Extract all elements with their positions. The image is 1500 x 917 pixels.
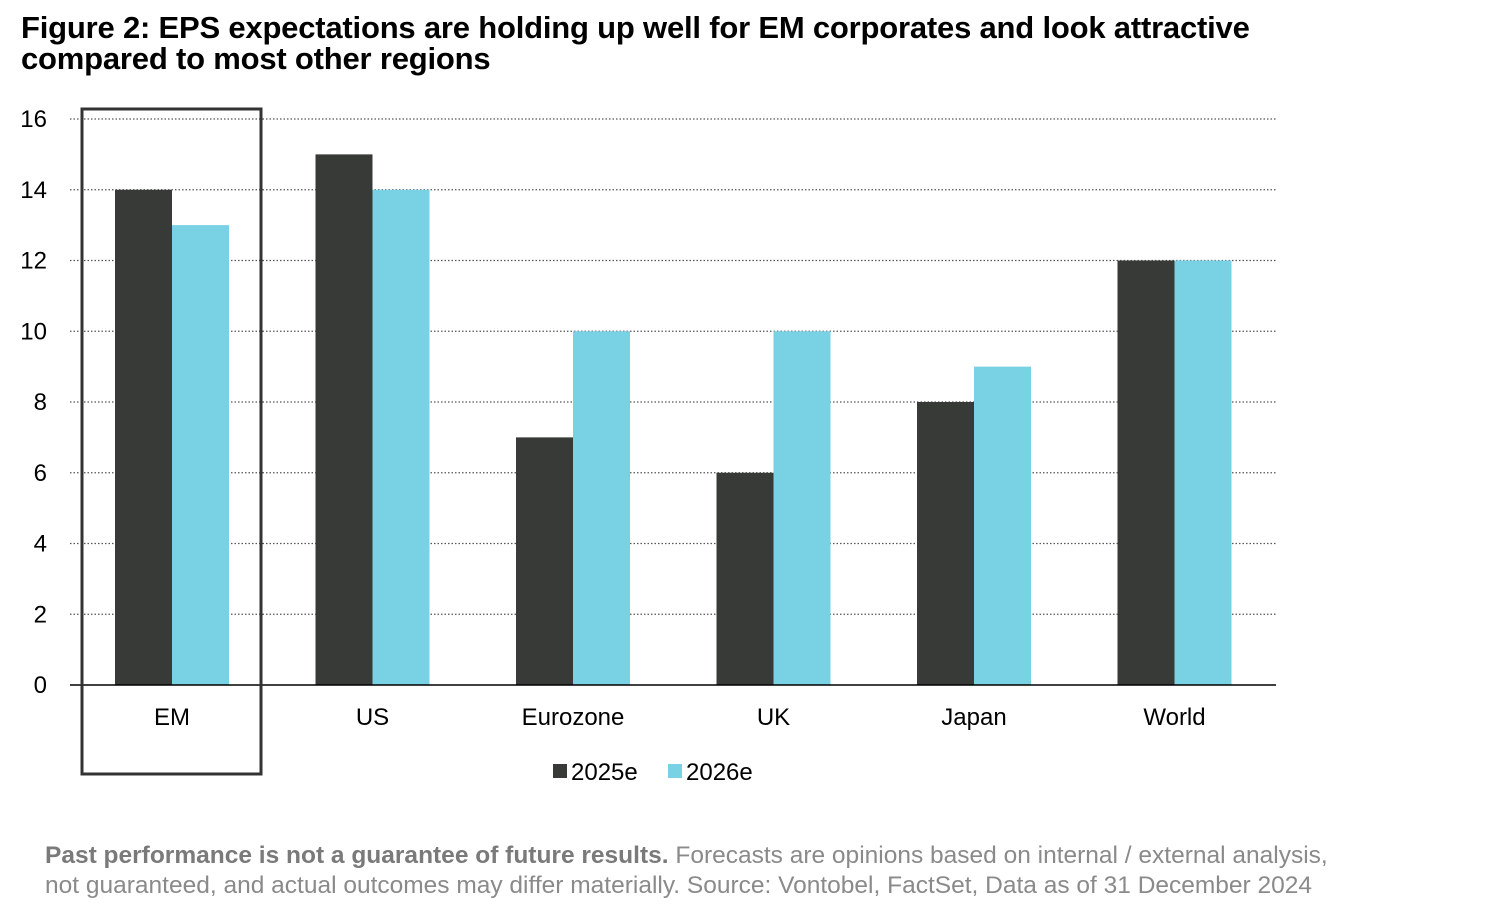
footnote-disclaimer-bold: Past performance is not a guarantee of f…	[45, 842, 669, 869]
x-axis-category-labels: EM US Eurozone UK Japan World	[154, 704, 1206, 731]
legend-swatch-2025e	[553, 764, 567, 778]
bar-japan-2026e	[974, 366, 1031, 685]
x-tick-label-eurozone: Eurozone	[522, 704, 625, 731]
bar-japan-2025e	[917, 402, 974, 685]
bar-em-2025e	[115, 189, 172, 685]
bar-eurozone-2025e	[516, 437, 573, 685]
y-tick-label-14: 14	[20, 177, 47, 204]
legend: 2025e 2026e	[553, 759, 753, 786]
bar-eurozone-2026e	[573, 331, 630, 685]
y-tick-label-4: 4	[34, 531, 47, 558]
bar-world-2025e	[1117, 260, 1175, 685]
chart-title-line-1: Figure 2: EPS expectations are holding u…	[21, 10, 1250, 45]
y-tick-label-0: 0	[34, 672, 47, 699]
x-tick-label-japan: Japan	[941, 704, 1006, 731]
chart-title: Figure 2: EPS expectations are holding u…	[21, 12, 1461, 74]
bar-uk-2025e	[716, 472, 774, 685]
chart-title-line-2: compared to most other regions	[21, 41, 491, 76]
x-tick-label-world: World	[1143, 704, 1205, 731]
bar-em-2026e	[172, 225, 229, 685]
y-axis-tick-labels: 0 2 4 6 8 10 12 14 16	[20, 106, 47, 699]
x-tick-label-em: EM	[154, 704, 190, 731]
footnote-line-1-text: Forecasts are opinions based on internal…	[668, 842, 1328, 869]
bars	[115, 154, 1232, 685]
footnote-line-1: Past performance is not a guarantee of f…	[45, 841, 1485, 871]
bar-us-2025e	[315, 154, 373, 685]
x-tick-label-us: US	[356, 704, 389, 731]
footnote: Past performance is not a guarantee of f…	[45, 841, 1485, 900]
gridlines	[70, 118, 1276, 615]
x-tick-label-uk: UK	[757, 704, 790, 731]
footnote-line-2: not guaranteed, and actual outcomes may …	[45, 871, 1313, 899]
bar-us-2026e	[372, 189, 430, 685]
legend-label-2026e: 2026e	[686, 759, 753, 786]
bar-world-2026e	[1174, 260, 1232, 685]
y-tick-label-16: 16	[20, 106, 47, 133]
em-highlight-box	[80, 107, 263, 776]
y-tick-label-10: 10	[20, 318, 47, 345]
legend-label-2025e: 2025e	[571, 759, 638, 786]
legend-swatch-2026e	[668, 764, 682, 778]
y-tick-label-2: 2	[34, 601, 47, 628]
y-tick-label-6: 6	[34, 460, 47, 487]
y-tick-label-12: 12	[20, 248, 47, 275]
eps-bar-chart: 0 2 4 6 8 10 12 14 16 EM US Eurozone UK Japan World 2…	[20, 106, 1276, 786]
y-tick-label-8: 8	[34, 389, 47, 416]
bar-uk-2026e	[773, 331, 831, 685]
